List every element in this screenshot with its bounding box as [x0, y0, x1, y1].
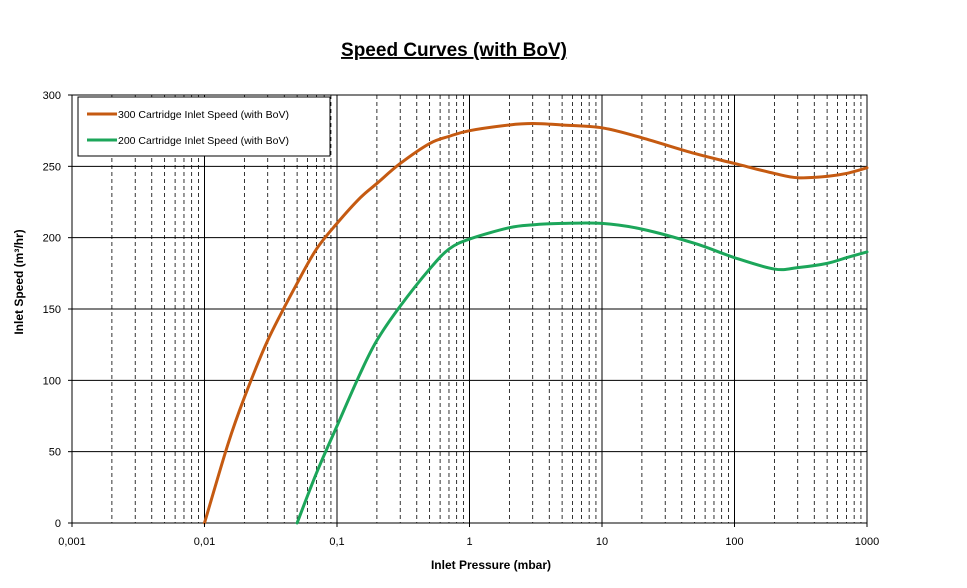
chart-title: Speed Curves (with BoV)	[341, 40, 567, 61]
x-tick-label: 0,001	[58, 536, 86, 548]
y-tick-label: 200	[43, 233, 61, 245]
x-tick-label: 100	[725, 536, 743, 548]
x-tick-label: 1	[466, 536, 472, 548]
x-axis-label: Inlet Pressure (mbar)	[431, 558, 551, 572]
x-axis-ticks: 0,001 0,01 0,1 1 10 100 1000	[58, 523, 879, 548]
y-tick-label: 150	[43, 304, 61, 316]
y-tick-label: 100	[43, 375, 61, 387]
y-tick-label: 250	[43, 161, 61, 173]
x-tick-label: 10	[596, 536, 608, 548]
y-tick-label: 300	[43, 90, 61, 102]
series-line-0	[203, 122, 869, 525]
legend: 300 Cartridge Inlet Speed (with BoV) 200…	[77, 96, 331, 157]
x-tick-label: 0,1	[329, 536, 344, 548]
legend-box	[77, 96, 331, 157]
legend-label-200-cartridge: 200 Cartridge Inlet Speed (with BoV)	[118, 135, 289, 147]
legend-label-300-cartridge: 300 Cartridge Inlet Speed (with BoV)	[118, 109, 289, 121]
y-tick-label: 0	[55, 518, 61, 530]
y-tick-label: 50	[49, 447, 61, 459]
y-axis-ticks: 0 50 100 150 200 250 300	[43, 90, 72, 530]
series-layer	[203, 122, 869, 525]
major-gridlines	[72, 95, 867, 523]
x-tick-label: 1000	[855, 536, 879, 548]
x-tick-label: 0,01	[194, 536, 215, 548]
y-axis-label: Inlet Speed (m³/hr)	[12, 229, 26, 334]
series-line-1	[295, 221, 869, 525]
